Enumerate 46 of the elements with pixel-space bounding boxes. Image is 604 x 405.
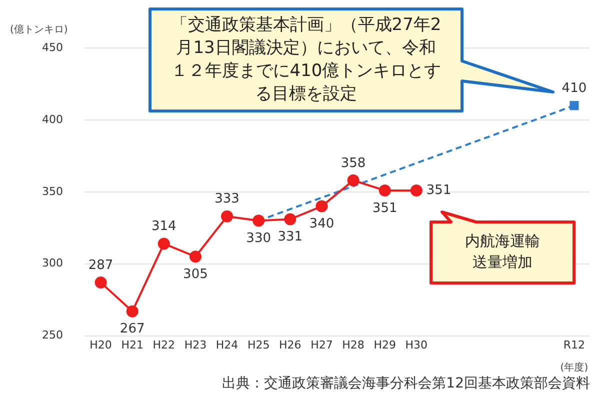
data-label: 330 bbox=[246, 231, 272, 246]
annotation: 内航海運輸送量増加 bbox=[465, 232, 540, 271]
x-tick-label: H20 bbox=[90, 338, 112, 352]
x-tick-label: H26 bbox=[279, 338, 302, 352]
point bbox=[189, 250, 202, 263]
point bbox=[410, 184, 422, 196]
data-label: 314 bbox=[151, 219, 176, 234]
x-tick-label: H25 bbox=[247, 338, 270, 352]
x-tick-label: H29 bbox=[374, 338, 396, 352]
data-label: 287 bbox=[88, 258, 114, 273]
point bbox=[252, 214, 265, 227]
data-label: 351 bbox=[426, 182, 452, 198]
data-label: 331 bbox=[278, 230, 303, 245]
point bbox=[316, 200, 328, 212]
x-tick-label: H27 bbox=[310, 338, 333, 352]
y-tick-label: 250 bbox=[42, 328, 63, 342]
data-label: 351 bbox=[372, 200, 398, 216]
point bbox=[284, 213, 296, 226]
y-tick-label: 450 bbox=[42, 40, 63, 54]
point bbox=[158, 238, 170, 250]
data-label: 340 bbox=[309, 216, 334, 232]
y-tick-label: 350 bbox=[42, 184, 63, 198]
x-axis-title: (年度) bbox=[560, 361, 588, 374]
point bbox=[347, 174, 360, 186]
annotation: 「交通政策基本計画」（平成27年2月13日閣議決定）において、令和１２年度までに410億トンキロとする目標を設定 bbox=[170, 14, 442, 104]
point bbox=[570, 101, 579, 110]
x-tick-label: H28 bbox=[342, 338, 364, 352]
x-tick-label: R12 bbox=[563, 338, 586, 352]
point bbox=[221, 210, 234, 222]
point bbox=[126, 305, 138, 318]
x-tick-label: H24 bbox=[216, 338, 238, 352]
data-label: 358 bbox=[340, 156, 366, 171]
x-tick-label: H30 bbox=[405, 338, 428, 352]
data-label: 267 bbox=[120, 322, 145, 337]
x-tick-label: H23 bbox=[184, 338, 207, 352]
x-tick-label: H22 bbox=[152, 338, 176, 352]
point bbox=[94, 276, 107, 289]
source-note: 出典：交通政策審議会海事分科会第12回基本政策部会資料 bbox=[222, 376, 590, 392]
y-tick-label: 400 bbox=[42, 112, 63, 126]
point bbox=[378, 184, 391, 196]
data-label: 410 bbox=[562, 80, 587, 96]
x-tick-label: H21 bbox=[121, 338, 144, 352]
data-label: 333 bbox=[214, 192, 240, 207]
y-axis-title: (億トンキロ) bbox=[10, 24, 68, 36]
y-tick-label: 300 bbox=[42, 256, 63, 270]
data-label: 305 bbox=[183, 267, 208, 282]
